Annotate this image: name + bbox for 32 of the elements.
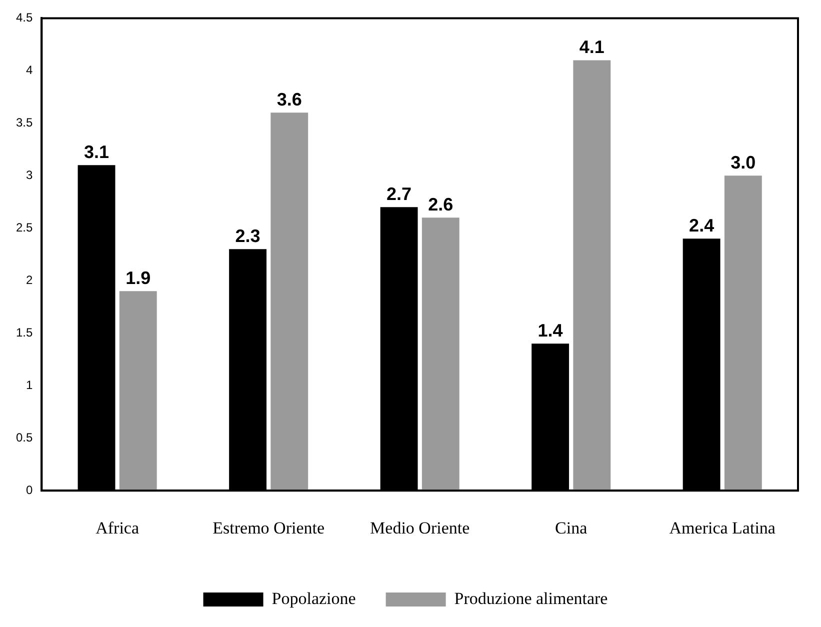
y-tick-label: 2.5 — [16, 220, 33, 234]
data-label: 1.9 — [126, 268, 151, 288]
y-tick-label: 0.5 — [16, 430, 33, 444]
data-label: 2.4 — [689, 216, 714, 236]
data-label: 3.1 — [84, 142, 110, 162]
y-tick-label: 2 — [26, 272, 33, 287]
data-label: 1.4 — [538, 320, 563, 341]
y-tick-label: 1 — [26, 378, 33, 392]
data-label: 2.3 — [235, 226, 260, 246]
x-tick-label: America Latina — [669, 518, 776, 538]
y-tick-label: 3 — [26, 168, 33, 182]
bar — [422, 218, 460, 491]
y-tick-label: 4 — [26, 63, 33, 77]
bar — [119, 291, 157, 491]
y-tick-label: 0 — [26, 482, 33, 497]
x-tick-label: Africa — [96, 518, 140, 538]
y-tick-label: 4.5 — [16, 10, 33, 25]
data-label: 4.1 — [579, 37, 604, 58]
y-tick-label: 1.5 — [16, 325, 33, 340]
bar — [724, 176, 762, 491]
x-tick-label: Cina — [555, 518, 588, 538]
data-label: 2.7 — [386, 184, 412, 204]
x-tick-label: Estremo Oriente — [212, 518, 325, 538]
data-label: 2.6 — [428, 194, 454, 215]
data-label: 3.6 — [276, 90, 302, 110]
legend-label: Popolazione — [272, 588, 356, 608]
bar — [270, 112, 308, 491]
bar — [573, 60, 611, 491]
y-tick-label: 3.5 — [16, 115, 33, 130]
data-label: 3.0 — [730, 152, 756, 173]
x-tick-label: Medio Oriente — [370, 518, 470, 538]
legend-label: Produzione alimentare — [454, 588, 608, 608]
